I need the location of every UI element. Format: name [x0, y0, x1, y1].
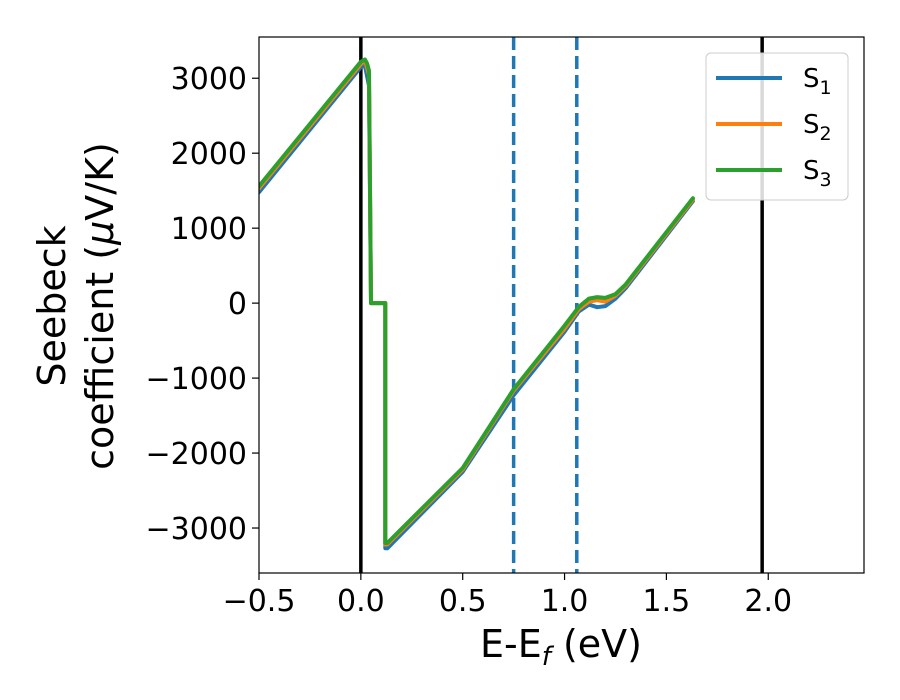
legend-label-1: S1 [803, 64, 832, 99]
series-line-2 [259, 58, 695, 547]
y-tick-label: −3000 [146, 512, 247, 547]
y-axis-title: Seebeck coefficient (μV/K) [30, 142, 122, 470]
x-tick-label: 1.0 [541, 584, 589, 619]
y-tick-label: 3000 [171, 62, 247, 97]
y-axis-title-line2: coefficient (μV/K) [78, 142, 122, 470]
series-line-3 [259, 57, 695, 545]
plot-frame [258, 36, 865, 574]
x-tick-label: 0.0 [337, 584, 385, 619]
x-tick-label: 0.5 [439, 584, 487, 619]
legend: S1 S2 S3 [705, 52, 849, 201]
series-line-1 [259, 63, 695, 551]
x-axis-title: E-Ef (eV) [480, 622, 642, 672]
y-tick-label: 1000 [171, 212, 247, 247]
legend-box [705, 52, 849, 201]
y-tick-label: 0 [228, 287, 247, 322]
y-axis-title-line1: Seebeck [30, 225, 74, 386]
x-tick-label: 2.0 [744, 584, 792, 619]
x-tick-label: 1.5 [643, 584, 691, 619]
legend-label-2: S2 [803, 110, 832, 145]
y-tick-label: −2000 [146, 437, 247, 472]
x-tick-label: −0.5 [223, 584, 296, 619]
legend-label-3: S3 [803, 156, 832, 191]
y-tick-label: −1000 [146, 362, 247, 397]
y-tick-label: 2000 [171, 137, 247, 172]
